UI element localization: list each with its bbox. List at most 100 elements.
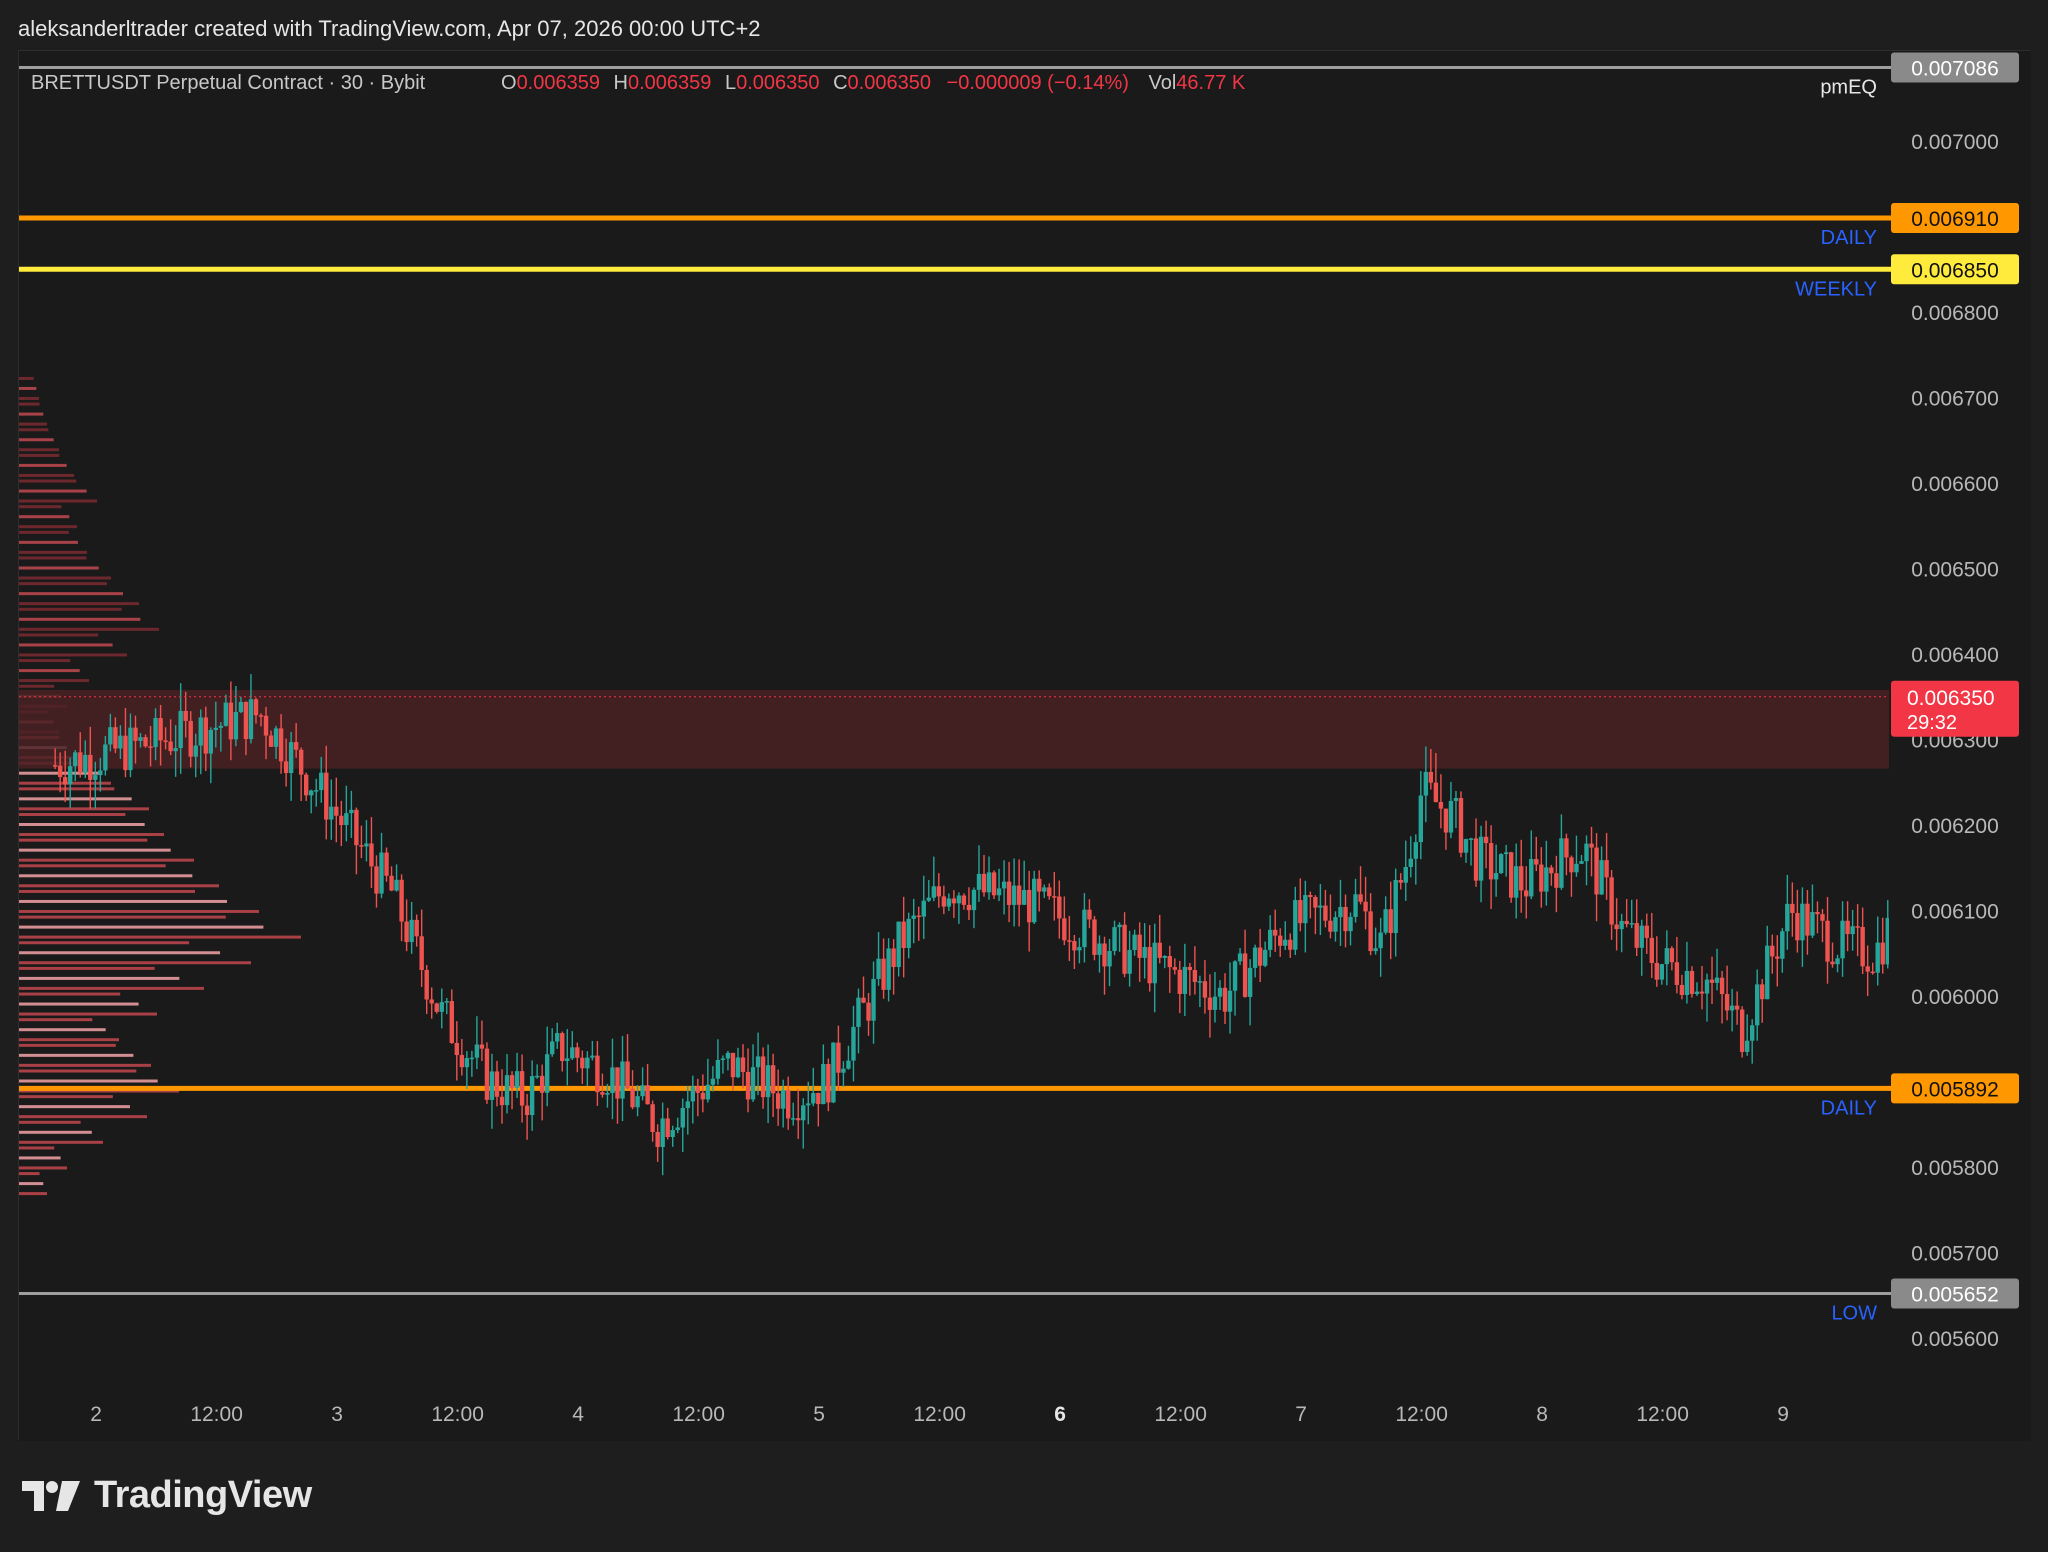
x-tick-label: 12:00 [672, 1403, 725, 1426]
candle-body [324, 772, 329, 820]
volume-profile-bar [19, 833, 164, 836]
tradingview-logo[interactable]: TradingView [22, 1474, 312, 1517]
candle-body [1433, 782, 1439, 802]
candle-body [469, 1057, 475, 1060]
candle-body [1037, 878, 1042, 892]
volume-profile-bar [19, 1028, 106, 1032]
volume-profile-bar [19, 1192, 47, 1196]
price-axis[interactable]: 0.007000 0.006800 0.006700 0.006600 0.006500… [1911, 131, 1999, 1351]
volume-profile-bar [19, 1166, 67, 1170]
candle-body [1067, 940, 1072, 942]
candle-body [1599, 860, 1604, 895]
candle-body [504, 1075, 510, 1106]
candle-body [374, 866, 379, 894]
candle-body [801, 1105, 806, 1121]
candle-body [519, 1071, 525, 1106]
candle-body [93, 775, 98, 780]
volume-profile-bar [19, 684, 55, 688]
candle-body [1503, 852, 1509, 855]
volume-profile-bar [19, 884, 219, 888]
candle-body [1493, 873, 1499, 880]
volume-profile-bar [19, 1172, 40, 1176]
candle-body [1790, 903, 1795, 913]
volume-profile-bar [19, 412, 44, 416]
candle-body [1749, 1025, 1755, 1041]
chart-attribution: aleksanderltrader created with TradingVi… [18, 16, 761, 41]
candle-body [1293, 900, 1298, 950]
candle-body [775, 1093, 781, 1109]
candle-body [394, 879, 399, 891]
candle-body [168, 741, 173, 752]
volume-profile-bar [19, 402, 40, 406]
chart-panel[interactable]: pmEQ DAILY WEEKLY DAILY LOW BRETTUSDT Perpet… [18, 50, 2031, 1441]
candle-body [560, 1033, 565, 1061]
y-tick-label: 0.005800 [1911, 1157, 1999, 1180]
volume-profile-bar [19, 556, 87, 560]
price-tag-low: 0.005652 [1891, 1278, 2019, 1309]
candle-body [1865, 966, 1870, 972]
candle-body [1810, 911, 1815, 936]
candle-body [1529, 859, 1534, 897]
candle-body [791, 1118, 796, 1120]
x-tick-label: 12:00 [1154, 1403, 1207, 1426]
candle-body [886, 948, 891, 990]
candle-body [796, 1118, 801, 1121]
ohlc-values: O0.006359 H0.006359 L0.006350 C0.006350 … [501, 72, 1246, 94]
candle-countdown: 29:32 [1907, 712, 1957, 734]
candle-body [1639, 925, 1644, 948]
candle-body [755, 1056, 761, 1068]
candle-body [1669, 948, 1675, 963]
symbol-legend[interactable]: BRETTUSDT Perpetual Contract · 30 · Bybi… [31, 72, 1246, 94]
candle-body [675, 1127, 680, 1131]
candle-body [881, 958, 886, 990]
volume-profile-bar [19, 1089, 179, 1093]
candle-body [605, 1093, 610, 1095]
candle-body [846, 1060, 851, 1069]
volume-profile-bar [19, 530, 69, 534]
price-tag-label: 0.005892 [1911, 1078, 1999, 1101]
candle-body [309, 790, 314, 796]
time-axis[interactable]: 2 12:00 3 12:00 4 12:00 5 12:00 6 12:00 7 12:00 8 12:… [90, 1403, 1789, 1426]
candle-body [615, 1067, 620, 1099]
candle-body [1157, 942, 1162, 958]
volume-profile-bar [19, 669, 80, 673]
candle-body [1308, 895, 1313, 898]
candle-body [690, 1086, 695, 1102]
candle-body [1428, 771, 1434, 783]
candle-body [133, 727, 138, 741]
candle-body [1519, 866, 1524, 891]
volume-profile-bar [19, 607, 122, 611]
candle-body [404, 921, 409, 943]
candle-body [1559, 838, 1564, 888]
candle-body [1468, 838, 1474, 840]
candle-body [891, 948, 896, 968]
candle-body [57, 765, 63, 778]
volume-profile-bar [19, 941, 190, 945]
candle-body [1358, 894, 1363, 902]
candle-body [1032, 878, 1037, 923]
candle-body [1850, 926, 1855, 935]
candle-body [1102, 943, 1107, 967]
candle-body [108, 727, 113, 745]
candle-body [856, 997, 861, 1027]
y-tick-label: 0.006400 [1911, 644, 1999, 667]
candle-body [1579, 861, 1584, 864]
candle-body [1288, 939, 1293, 950]
price-tag-daily: 0.006910 [1891, 202, 2019, 233]
candle-body [645, 1085, 650, 1105]
volume-profile-bar [19, 428, 49, 432]
candle-body [550, 1041, 555, 1055]
candle-body [590, 1055, 595, 1058]
price-chart[interactable]: pmEQ DAILY WEEKLY DAILY LOW BRETTUSDT Perpet… [19, 51, 2031, 1441]
candle-body [1488, 843, 1494, 880]
candle-body [1689, 970, 1695, 995]
current-price-label: 0.006350 [1907, 687, 1995, 710]
candle-body [1232, 961, 1238, 991]
candle-body [444, 1001, 449, 1003]
candle-body [1187, 966, 1193, 971]
y-tick-label: 0.006100 [1911, 901, 1999, 924]
candle-body [233, 712, 239, 740]
volume-profile-bar [19, 396, 39, 400]
candle-body [193, 745, 198, 757]
